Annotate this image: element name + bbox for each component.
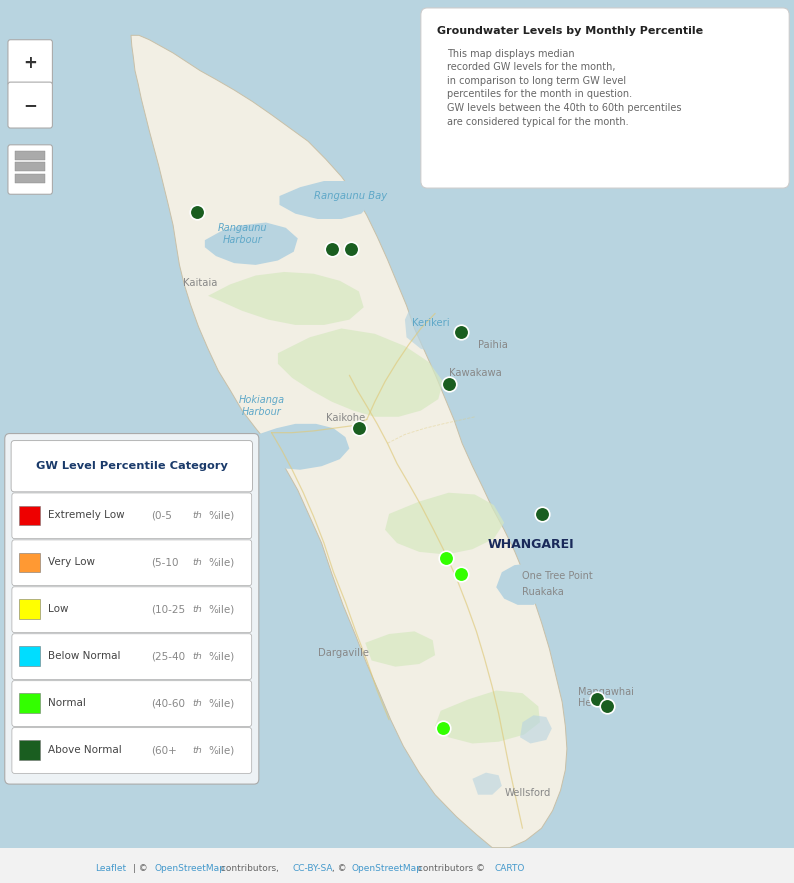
Text: %ile): %ile) xyxy=(208,651,234,661)
Text: −: − xyxy=(23,96,37,114)
FancyBboxPatch shape xyxy=(12,634,252,679)
Text: th: th xyxy=(192,745,202,755)
FancyBboxPatch shape xyxy=(421,8,789,188)
Polygon shape xyxy=(405,290,483,353)
Bar xyxy=(15,174,45,183)
Text: OpenStreetMap: OpenStreetMap xyxy=(351,864,422,873)
Text: (60+: (60+ xyxy=(151,745,176,755)
Text: Above Normal: Above Normal xyxy=(48,745,121,755)
Polygon shape xyxy=(279,181,372,219)
FancyBboxPatch shape xyxy=(12,493,252,539)
Point xyxy=(591,692,603,706)
Polygon shape xyxy=(365,631,435,667)
Text: Normal: Normal xyxy=(48,698,86,708)
Text: Hokianga
Harbour: Hokianga Harbour xyxy=(239,396,285,417)
Text: th: th xyxy=(192,558,202,567)
Point xyxy=(535,507,548,521)
FancyBboxPatch shape xyxy=(8,82,52,128)
Polygon shape xyxy=(208,272,364,325)
Bar xyxy=(0,848,794,883)
Polygon shape xyxy=(385,493,504,555)
Point xyxy=(442,377,455,391)
Text: %ile): %ile) xyxy=(208,557,234,567)
Text: This map displays median
recorded GW levels for the month,
in comparison to long: This map displays median recorded GW lev… xyxy=(447,49,681,126)
Bar xyxy=(19,740,40,759)
Text: CARTO: CARTO xyxy=(494,864,524,873)
Text: Rangaunu Bay: Rangaunu Bay xyxy=(314,191,387,201)
Text: Kawakawa: Kawakawa xyxy=(449,367,501,378)
Text: OpenStreetMap: OpenStreetMap xyxy=(154,864,225,873)
Point xyxy=(440,551,453,565)
Point xyxy=(454,567,467,581)
Text: Kaikohe: Kaikohe xyxy=(326,412,365,423)
Point xyxy=(345,242,357,256)
Text: Paihia: Paihia xyxy=(478,340,508,351)
Text: Low: Low xyxy=(48,604,68,615)
FancyBboxPatch shape xyxy=(11,441,252,492)
Text: (0-5: (0-5 xyxy=(151,510,172,520)
FancyBboxPatch shape xyxy=(8,145,52,194)
Text: (40-60: (40-60 xyxy=(151,698,185,708)
Polygon shape xyxy=(252,424,349,470)
Text: Mangawhai
Heads: Mangawhai Heads xyxy=(578,687,634,708)
Text: %ile): %ile) xyxy=(208,510,234,520)
Text: th: th xyxy=(192,510,202,520)
Text: Extremely Low: Extremely Low xyxy=(48,510,125,520)
Polygon shape xyxy=(205,223,298,265)
Polygon shape xyxy=(435,691,540,743)
Text: Kaitaia: Kaitaia xyxy=(183,277,218,288)
Point xyxy=(353,421,365,435)
Text: +: + xyxy=(23,54,37,72)
Bar xyxy=(19,693,40,713)
Text: Dargaville: Dargaville xyxy=(318,648,368,659)
Point xyxy=(601,699,614,713)
Point xyxy=(454,325,467,339)
Text: CC-BY-SA: CC-BY-SA xyxy=(292,864,333,873)
Text: GW Level Percentile Category: GW Level Percentile Category xyxy=(36,461,228,472)
Text: Groundwater Levels by Monthly Percentile: Groundwater Levels by Monthly Percentile xyxy=(437,26,703,35)
Text: Rangaunu
Harbour: Rangaunu Harbour xyxy=(218,223,267,245)
Text: Ruakaka: Ruakaka xyxy=(522,586,565,597)
Text: th: th xyxy=(192,605,202,614)
FancyBboxPatch shape xyxy=(12,587,252,632)
Bar xyxy=(19,600,40,619)
Point xyxy=(326,242,338,256)
Text: contributors,: contributors, xyxy=(218,864,282,873)
FancyBboxPatch shape xyxy=(12,728,252,774)
Text: (10-25: (10-25 xyxy=(151,604,185,615)
Text: WHANGAREI: WHANGAREI xyxy=(488,539,574,551)
Text: | ©: | © xyxy=(129,864,150,873)
Bar xyxy=(19,646,40,666)
Bar xyxy=(19,506,40,525)
Polygon shape xyxy=(278,328,443,417)
Text: (5-10: (5-10 xyxy=(151,557,179,567)
Text: (25-40: (25-40 xyxy=(151,651,185,661)
Bar xyxy=(15,162,45,171)
FancyBboxPatch shape xyxy=(5,434,259,784)
Polygon shape xyxy=(131,35,567,848)
Text: , ©: , © xyxy=(332,864,349,873)
Polygon shape xyxy=(496,563,552,605)
Text: Very Low: Very Low xyxy=(48,557,94,567)
Text: th: th xyxy=(192,652,202,660)
Text: th: th xyxy=(192,698,202,707)
Text: %ile): %ile) xyxy=(208,698,234,708)
FancyBboxPatch shape xyxy=(12,540,252,585)
FancyBboxPatch shape xyxy=(8,40,52,86)
Text: Wellsford: Wellsford xyxy=(505,788,551,798)
Text: contributors ©: contributors © xyxy=(415,864,488,873)
Bar xyxy=(15,151,45,160)
Polygon shape xyxy=(472,773,502,795)
Text: %ile): %ile) xyxy=(208,604,234,615)
Text: %ile): %ile) xyxy=(208,745,234,755)
Point xyxy=(191,205,203,219)
Polygon shape xyxy=(520,715,552,743)
FancyBboxPatch shape xyxy=(12,681,252,727)
Text: Kerikeri: Kerikeri xyxy=(412,318,450,328)
Text: One Tree Point: One Tree Point xyxy=(522,570,593,581)
Text: Below Normal: Below Normal xyxy=(48,651,120,661)
Point xyxy=(437,721,449,736)
Bar xyxy=(19,553,40,572)
Text: Leaflet: Leaflet xyxy=(95,864,126,873)
